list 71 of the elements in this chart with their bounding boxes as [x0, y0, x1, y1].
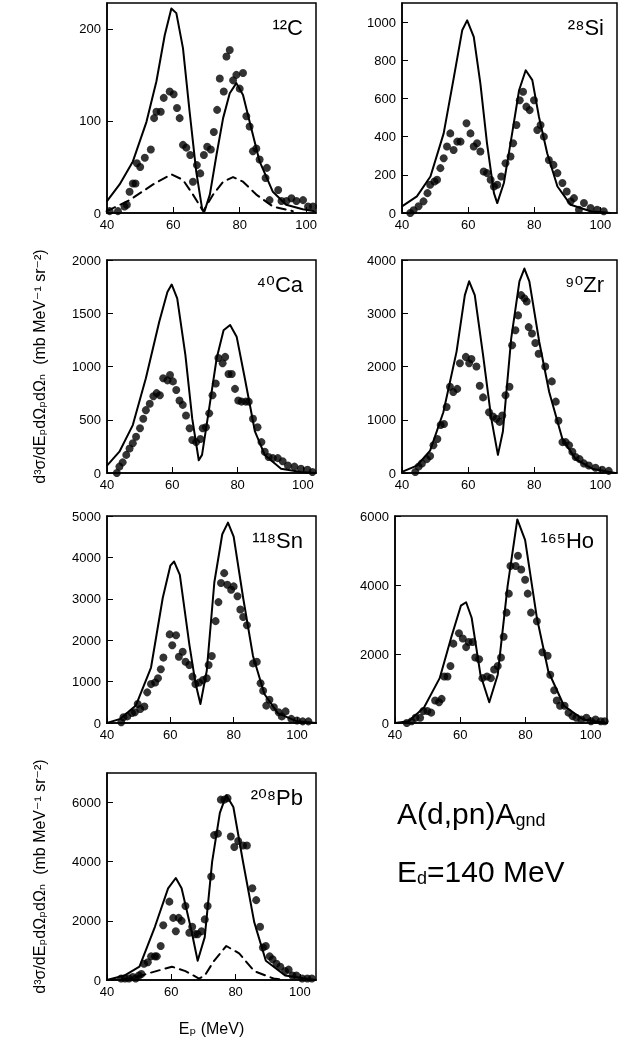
y-tick-label: 100: [79, 113, 101, 129]
x-tick-label: 80: [230, 477, 245, 492]
x-tick-label: 80: [232, 217, 247, 232]
y-tick-label: 0: [388, 205, 396, 221]
x-tick-label: 40: [387, 727, 403, 742]
y-tick-label: 1000: [72, 359, 101, 374]
x-tick-label: 80: [527, 217, 542, 232]
y-axis-title: d³σ/dEₚdΩₚdΩₙ (mb MeV⁻¹ sr⁻²): [30, 249, 48, 484]
y-tick-label: 0: [93, 465, 101, 481]
text: ²⁸Si: [567, 14, 604, 40]
y-tick-label: 400: [374, 129, 396, 145]
x-tick-label: 80: [228, 984, 243, 999]
y-tick-label: 0: [381, 715, 389, 731]
y-tick-label: 6000: [72, 795, 101, 811]
y-tick-label: 2000: [72, 252, 101, 268]
y-tick-label: 1500: [72, 305, 101, 321]
x-tick-label: 40: [99, 727, 115, 742]
y-tick-label: 500: [79, 412, 101, 428]
y-tick-label: 800: [374, 52, 396, 68]
x-tick-label: 40: [394, 217, 410, 232]
x-axis-title: Eₚ (MeV): [178, 1019, 245, 1037]
y-tick-label: 200: [374, 167, 396, 183]
y-tick-label: 4000: [360, 577, 389, 593]
y-tick-label: 2000: [367, 359, 396, 374]
x-tick-label: 80: [527, 477, 542, 492]
x-tick-label: 60: [165, 477, 180, 492]
y-tick-label: 0: [93, 715, 101, 731]
y-tick-label: 2000: [360, 646, 389, 662]
x-tick-label: 100: [589, 477, 612, 492]
x-tick-label: 60: [453, 727, 468, 742]
y-tick-label: 3000: [72, 591, 101, 607]
x-tick-label: 100: [292, 477, 314, 492]
y-tick-label: 4000: [367, 252, 396, 268]
text: ¹¹⁸Sn: [252, 527, 303, 553]
x-tick-label: 60: [460, 477, 476, 492]
y-tick-label: 200: [79, 21, 101, 37]
y-tick-label: 6000: [360, 508, 389, 524]
y-axis-title: d³σ/dEₚdΩₚdΩₙ (mb MeV⁻¹ sr⁻²): [30, 759, 48, 994]
y-tick-label: 0: [388, 465, 396, 481]
x-tick-label: 80: [226, 727, 241, 742]
x-tick-label: 40: [99, 217, 115, 232]
text: ⁹⁰Zr: [565, 271, 605, 297]
x-tick-label: 40: [394, 477, 410, 492]
text: ⁴⁰Ca: [256, 271, 304, 297]
y-tick-label: 2000: [72, 913, 101, 929]
x-tick-label: 40: [99, 984, 115, 999]
y-tick-label: 600: [374, 90, 396, 106]
y-tick-label: 4000: [72, 854, 101, 870]
y-tick-label: 2000: [72, 632, 101, 648]
x-tick-label: 60: [163, 727, 178, 742]
x-tick-label: 100: [289, 984, 311, 999]
y-tick-label: 1000: [367, 14, 396, 30]
x-tick-label: 60: [166, 217, 181, 232]
x-tick-label: 100: [579, 727, 602, 742]
y-tick-label: 3000: [367, 305, 396, 321]
text: ²⁰⁸Pb: [250, 784, 304, 810]
x-tick-label: 40: [99, 477, 115, 492]
text: ¹⁶⁵Ho: [540, 527, 594, 553]
x-tick-label: 80: [518, 727, 533, 742]
x-tick-label: 100: [286, 727, 308, 742]
x-tick-label: 60: [460, 217, 476, 232]
x-tick-label: 60: [164, 984, 179, 999]
y-tick-label: 4000: [72, 549, 101, 565]
y-tick-label: 5000: [72, 508, 101, 524]
y-tick-label: 1000: [72, 674, 101, 690]
text: ¹²C: [272, 14, 304, 40]
x-tick-label: 100: [589, 217, 612, 232]
y-tick-label: 1000: [367, 412, 396, 428]
y-tick-label: 0: [93, 205, 101, 221]
x-tick-label: 100: [295, 217, 317, 232]
y-tick-label: 0: [93, 972, 101, 988]
